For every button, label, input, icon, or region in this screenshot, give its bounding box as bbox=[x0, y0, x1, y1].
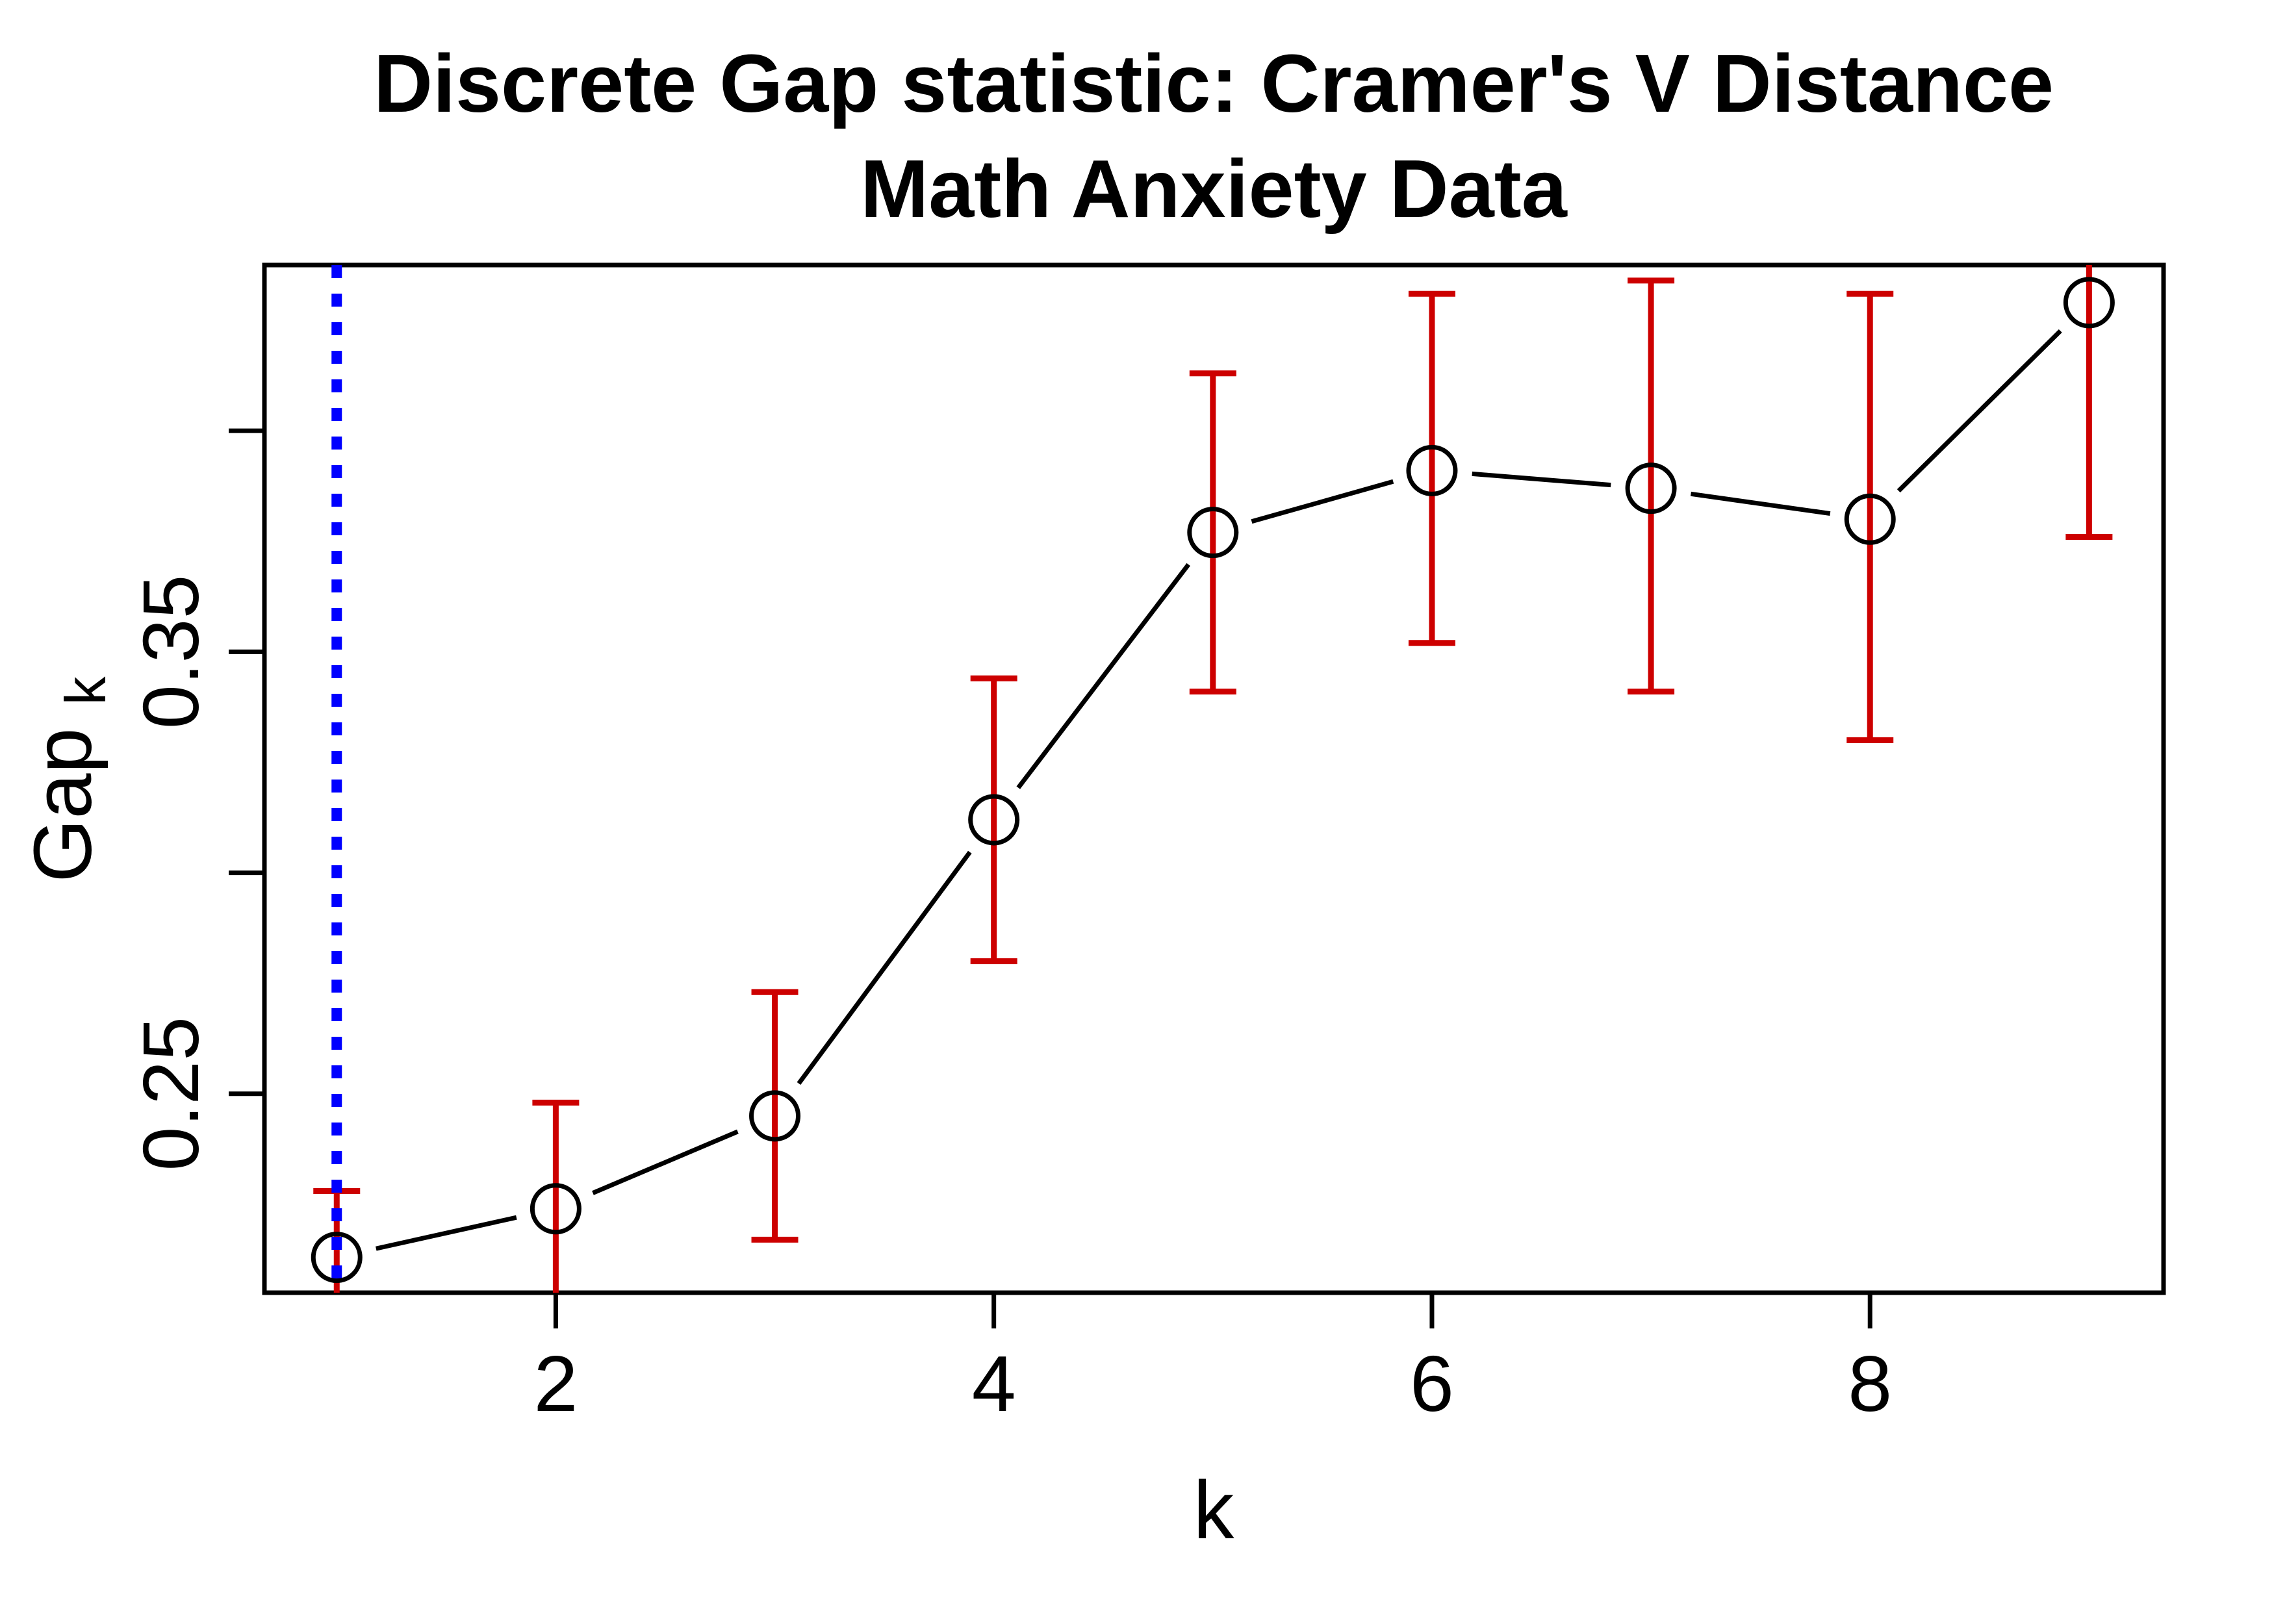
series-segment bbox=[1897, 329, 2062, 493]
data-point-circle bbox=[1406, 444, 1458, 496]
chart-title-line2: Math Anxiety Data bbox=[860, 143, 1567, 235]
x-axis-label: k bbox=[1194, 1464, 1235, 1556]
series-segment bbox=[797, 850, 972, 1085]
series-segment bbox=[376, 1215, 517, 1251]
plot-box bbox=[262, 262, 2166, 1295]
y-axis-label-base: Gap bbox=[17, 728, 109, 882]
data-point-circle bbox=[1844, 493, 1896, 545]
y-tick-label: 0.35 bbox=[127, 575, 215, 729]
series-segment bbox=[592, 1129, 739, 1195]
x-tick-label: 6 bbox=[1410, 1339, 1454, 1428]
series-segment bbox=[1251, 479, 1394, 524]
y-axis-label-subscript: k bbox=[53, 676, 118, 705]
data-point-circle bbox=[1187, 507, 1239, 559]
data-point-circle bbox=[968, 794, 1020, 846]
chart-title-line1: Discrete Gap statistic: Cramer's V Dista… bbox=[374, 38, 2054, 129]
y-tick-label: 0.25 bbox=[127, 1017, 215, 1171]
y-axis-label: Gap k bbox=[17, 676, 118, 882]
x-tick-label: 4 bbox=[972, 1339, 1016, 1428]
series-segment bbox=[1472, 471, 1611, 488]
plot-layer: 2 4 6 8 0.25 0.35 bbox=[127, 265, 2115, 1428]
data-point-circle bbox=[311, 1232, 363, 1284]
series-segment bbox=[1690, 491, 1831, 516]
series-segment bbox=[1016, 563, 1191, 789]
data-point-circle bbox=[2063, 277, 2115, 329]
x-tick-label: 8 bbox=[1848, 1339, 1892, 1428]
data-point-circle bbox=[530, 1183, 581, 1235]
x-tick-label: 2 bbox=[533, 1339, 578, 1428]
data-point-circle bbox=[749, 1090, 801, 1142]
data-point-circle bbox=[1625, 463, 1677, 514]
